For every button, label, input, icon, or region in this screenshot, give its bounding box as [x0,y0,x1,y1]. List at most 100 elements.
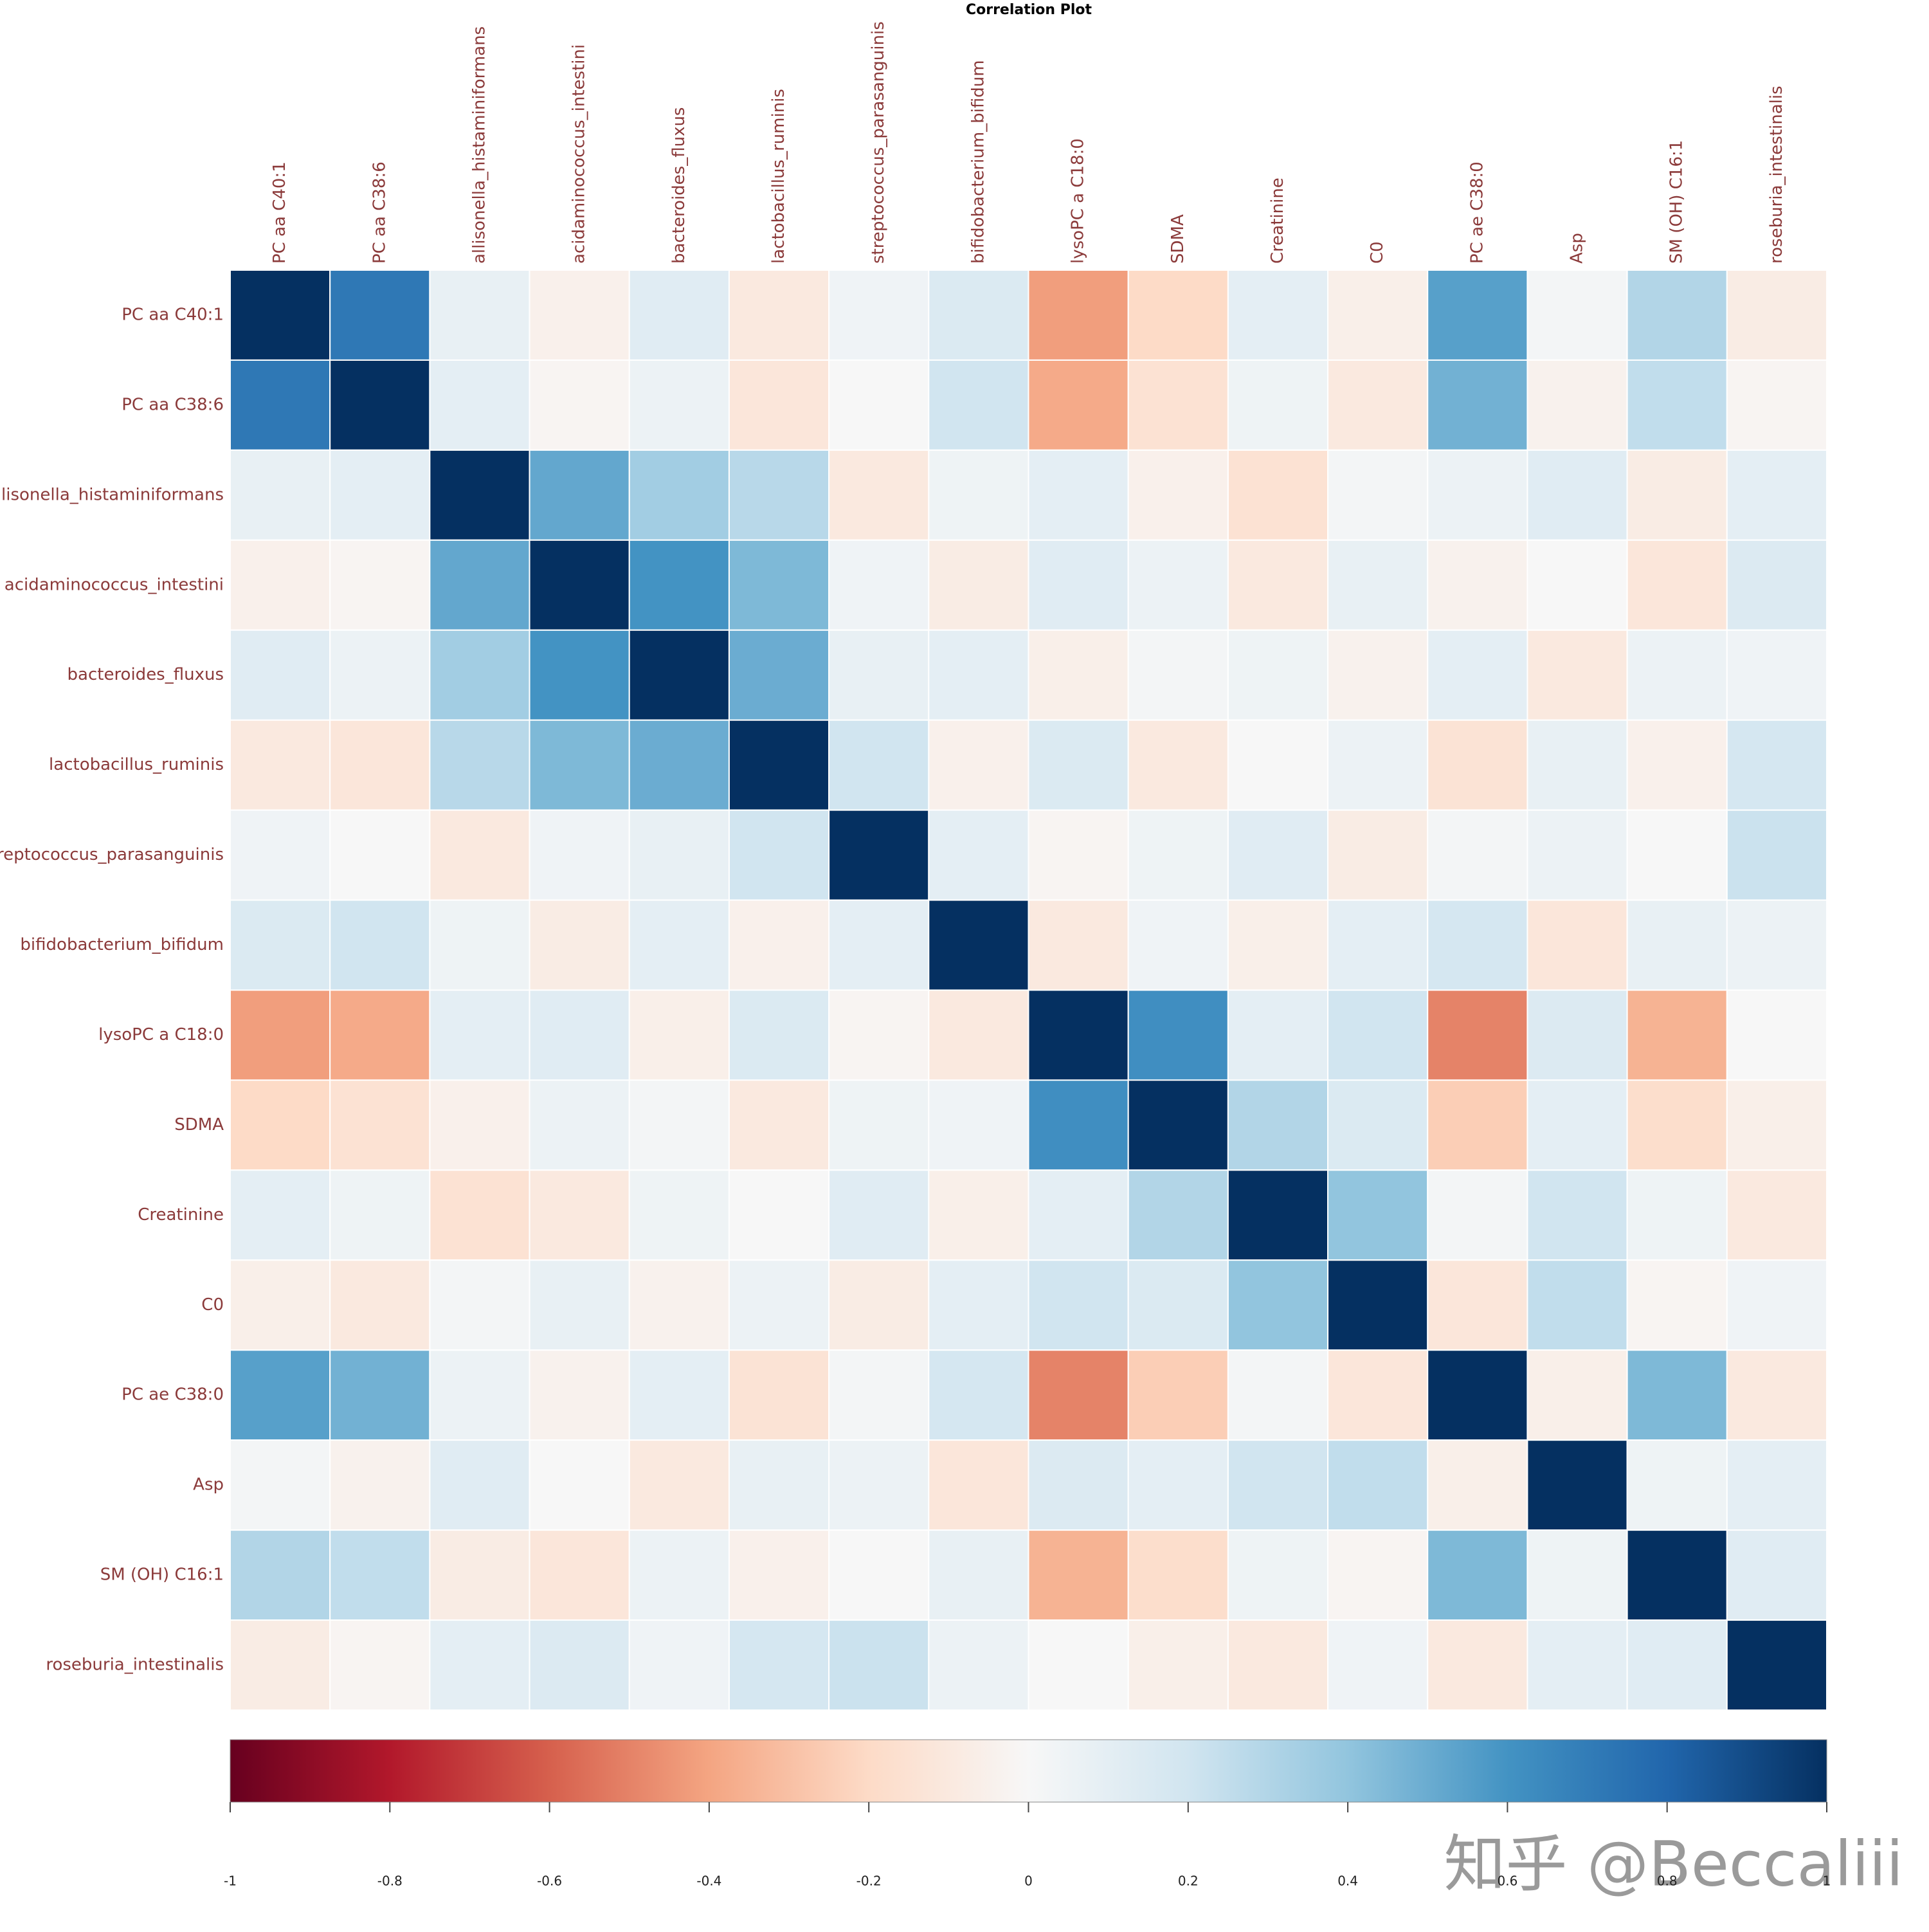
heatmap-cell [628,1439,730,1531]
heatmap-cell [529,1079,630,1171]
colorbar-tick-label: -0.2 [856,1873,882,1889]
heatmap-cell [329,809,431,901]
heatmap-cell [1626,1079,1728,1171]
heatmap-cell [1626,719,1728,811]
heatmap-cell [1227,539,1329,631]
heatmap-cell [628,989,730,1081]
heatmap-cell [928,1349,1029,1441]
heatmap-cell [1726,989,1827,1081]
heatmap-cell [529,719,630,811]
heatmap-cell [1327,1529,1429,1621]
heatmap-cell [1327,989,1429,1081]
heatmap-cell [1127,1439,1229,1531]
heatmap-cell [230,1079,331,1171]
heatmap-cell [1127,269,1229,361]
row-label: PC aa C38:6 [122,395,224,414]
heatmap-cell [1028,989,1129,1081]
heatmap-cell [1526,1259,1628,1351]
heatmap-cell [628,629,730,721]
heatmap-cell [728,1169,830,1261]
heatmap-cell [429,899,530,991]
column-label: streptococcus_parasanguinis [869,21,888,264]
column-label: lactobacillus_ruminis [769,89,788,264]
row-label: roseburia_intestinalis [46,1655,224,1675]
heatmap-cell [429,269,530,361]
row-label: SDMA [174,1115,224,1135]
heatmap-cell [329,1349,431,1441]
heatmap-cell [529,269,630,361]
colorbar-tick-label: 0.4 [1337,1873,1358,1889]
heatmap-cell [1028,1439,1129,1531]
heatmap-cell [329,449,431,541]
heatmap-cell [1227,1619,1329,1711]
heatmap-cell [429,989,530,1081]
heatmap-cell [1327,809,1429,901]
heatmap-cell [928,1529,1029,1621]
heatmap-cell [728,1529,830,1621]
heatmap-cell [1028,269,1129,361]
heatmap-cell [529,1439,630,1531]
heatmap-cell [628,1349,730,1441]
heatmap-cell [1227,1439,1329,1531]
heatmap-cell [529,539,630,631]
chart-title: Correlation Plot [966,2,1092,18]
heatmap-cell [1028,1079,1129,1171]
heatmap-cell [429,1259,530,1351]
heatmap-cell [1726,899,1827,991]
heatmap-cell [529,1619,630,1711]
heatmap-cell [1127,809,1229,901]
heatmap-cell [628,1619,730,1711]
heatmap-cell [529,989,630,1081]
heatmap-cell [1626,1349,1728,1441]
heatmap-cell [928,989,1029,1081]
heatmap-cell [628,449,730,541]
heatmap-cell [1028,1529,1129,1621]
heatmap-cell [1227,629,1329,721]
row-label: Asp [193,1475,224,1495]
heatmap-cell [628,899,730,991]
heatmap-cell [1127,449,1229,541]
heatmap-cell [828,719,930,811]
heatmap-cell [1327,899,1429,991]
heatmap-cell [1227,1169,1329,1261]
heatmap-cell [1626,1439,1728,1531]
column-label: PC ae C38:0 [1467,161,1487,264]
heatmap-cell [1626,989,1728,1081]
heatmap-cell [828,269,930,361]
colorbar-tick-label: 1 [1823,1873,1831,1889]
heatmap-cell [828,1259,930,1351]
heatmap-cell [828,1079,930,1171]
heatmap-cell [1127,1529,1229,1621]
heatmap-cell [1626,899,1728,991]
heatmap-cell [230,719,331,811]
heatmap-cell [728,1619,830,1711]
heatmap-cell [1227,899,1329,991]
heatmap-cell [230,899,331,991]
heatmap-cell [1028,1169,1129,1261]
heatmap-cell [1327,1439,1429,1531]
heatmap-cell [529,449,630,541]
heatmap-cell [329,899,431,991]
heatmap-cell [828,1349,930,1441]
row-label: lactobacillus_ruminis [49,755,224,774]
heatmap-cell [628,1529,730,1621]
heatmap-cell [1327,1619,1429,1711]
heatmap-cell [1227,719,1329,811]
heatmap-cell [1726,809,1827,901]
heatmap-cell [928,1169,1029,1261]
heatmap-cell [1526,1079,1628,1171]
heatmap-cell [1726,1079,1827,1171]
heatmap-cell [1427,719,1528,811]
heatmap-cell [928,359,1029,451]
heatmap-cell [230,449,331,541]
heatmap-cell [429,629,530,721]
heatmap-cell [1327,449,1429,541]
heatmap-cell [1526,809,1628,901]
heatmap-cell [1626,1169,1728,1261]
heatmap-cell [329,359,431,451]
heatmap-cell [230,1619,331,1711]
heatmap-cell [1028,629,1129,721]
heatmap-cell [1427,1169,1528,1261]
heatmap-cell [1526,989,1628,1081]
